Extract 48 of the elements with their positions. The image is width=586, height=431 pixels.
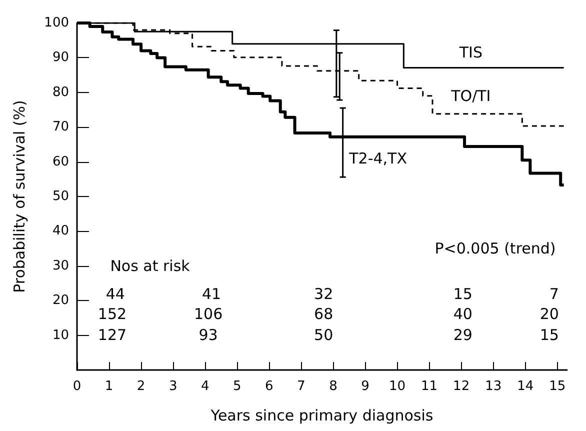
y-tick-label: 70 — [52, 120, 69, 135]
series-label: T2-4,TX — [348, 149, 407, 168]
series-label: TIS — [458, 43, 482, 62]
annotation: 127 — [98, 326, 127, 344]
x-tick-label: 11 — [421, 379, 438, 394]
x-tick-label: 8 — [329, 379, 338, 394]
y-tick-label: 10 — [52, 328, 69, 343]
y-axis-title: Probability of survival (%) — [10, 100, 28, 293]
x-tick-label: 15 — [549, 379, 566, 394]
annotation: 93 — [198, 326, 218, 344]
y-tick-label: 30 — [52, 258, 69, 274]
y-tick-label: 60 — [52, 154, 69, 170]
annotation: 40 — [453, 305, 472, 324]
y-tick-label: 50 — [52, 189, 69, 204]
x-tick-label: 12 — [453, 379, 470, 394]
x-tick-label: 9 — [361, 379, 370, 394]
x-tick-label: 0 — [72, 379, 82, 394]
x-axis-title: Years since primary diagnosis — [210, 406, 434, 424]
annotation: 7 — [549, 285, 559, 304]
annotation: 20 — [540, 305, 559, 324]
x-tick-label: 3 — [168, 379, 178, 394]
x-tick-label: 6 — [265, 379, 274, 394]
series-label: TO/TI — [450, 86, 491, 105]
annotation: 68 — [314, 305, 334, 324]
annotation: 106 — [194, 305, 223, 324]
x-tick-label: 14 — [517, 379, 534, 394]
annotation: P<0.005 (trend) — [434, 240, 556, 258]
x-tick-label: 2 — [136, 379, 146, 394]
annotation: 32 — [314, 285, 334, 304]
annotation: 29 — [453, 326, 472, 344]
annotation: 152 — [98, 305, 127, 324]
annotation: 50 — [314, 326, 334, 344]
x-tick-label: 4 — [200, 379, 210, 394]
x-tick-label: 10 — [388, 379, 406, 394]
x-tick-label: 13 — [485, 379, 502, 394]
annotation: 41 — [202, 285, 222, 304]
y-tick-label: 80 — [52, 84, 69, 100]
annotation: Nos at risk — [110, 256, 190, 275]
y-tick-label: 40 — [52, 224, 69, 239]
annotation: 15 — [453, 285, 472, 304]
x-tick-label: 5 — [232, 379, 242, 394]
x-tick-label: 1 — [104, 379, 114, 394]
y-tick-label: 90 — [52, 50, 69, 66]
y-tick-label: 20 — [52, 293, 69, 308]
y-tick-label: 100 — [44, 16, 69, 30]
x-tick-label: 7 — [297, 379, 306, 394]
annotation: 15 — [540, 326, 559, 344]
annotation: 44 — [106, 285, 125, 304]
